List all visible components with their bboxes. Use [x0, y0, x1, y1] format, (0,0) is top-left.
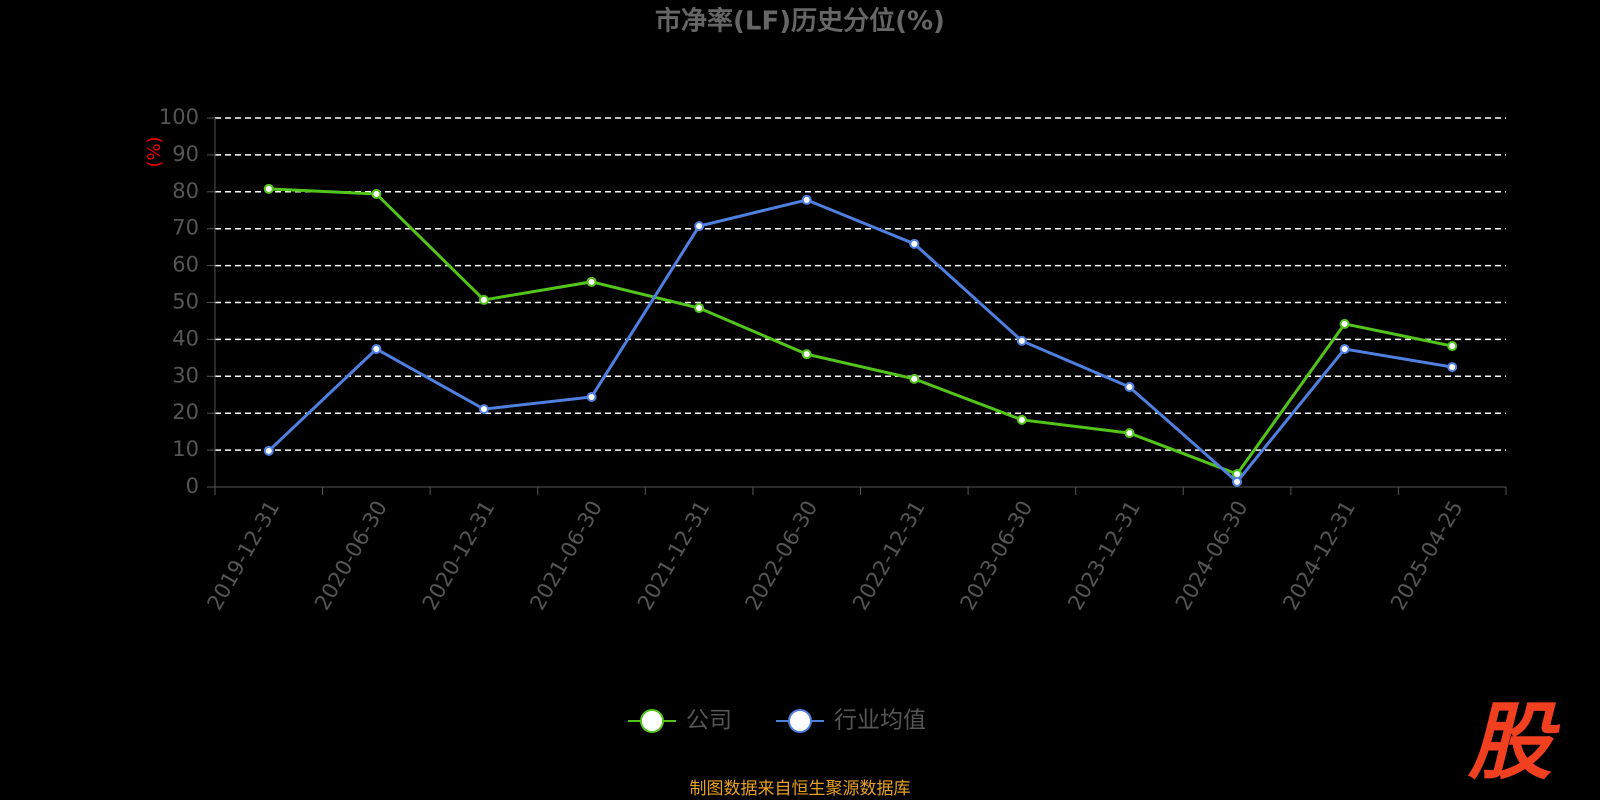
x-tick-label: 2023-06-30	[956, 497, 1038, 615]
data-point	[1447, 341, 1458, 352]
chart-title: 市净率(LF)历史分位(%)	[655, 6, 945, 37]
data-point	[263, 183, 274, 194]
y-tick-label: 100	[159, 105, 199, 129]
x-tick-label: 2022-12-31	[848, 497, 930, 615]
y-tick-label: 0	[186, 474, 199, 498]
data-point	[371, 343, 382, 354]
y-tick-label: 10	[172, 437, 199, 461]
y-tick-label: 60	[172, 253, 199, 277]
data-point	[1339, 343, 1350, 354]
x-tick-label: 2019-12-31	[203, 497, 285, 615]
legend-marker	[640, 709, 664, 733]
x-tick-label: 2020-12-31	[418, 497, 500, 615]
data-point	[1232, 476, 1243, 487]
data-point	[694, 221, 705, 232]
x-tick-label: 2021-12-31	[633, 497, 715, 615]
x-tick-label: 2020-06-30	[310, 497, 392, 615]
legend-item[interactable]: 行业均值	[776, 708, 926, 734]
legend-marker	[788, 709, 812, 733]
x-tick-label: 2023-12-31	[1063, 497, 1145, 615]
y-tick-label: 80	[172, 179, 199, 203]
data-point	[371, 189, 382, 200]
data-point	[909, 373, 920, 384]
data-point	[909, 238, 920, 249]
x-tick-label: 2025-04-25	[1386, 497, 1468, 615]
data-point	[478, 404, 489, 415]
data-point	[801, 349, 812, 360]
x-tick-label: 2022-06-30	[740, 497, 822, 615]
x-tick-label: 2021-06-30	[525, 497, 607, 615]
y-axis-label: (%)	[144, 136, 165, 167]
x-tick-label: 2024-06-30	[1171, 497, 1253, 615]
data-point	[1339, 318, 1350, 329]
legend-label: 公司	[686, 708, 732, 734]
data-point	[478, 294, 489, 305]
data-point	[1124, 382, 1135, 393]
y-tick-label: 20	[172, 400, 199, 424]
y-tick-label: 90	[172, 142, 199, 166]
series-line	[268, 187, 1453, 476]
y-tick-label: 50	[172, 290, 199, 314]
data-point	[694, 303, 705, 314]
x-tick-label: 2024-12-31	[1278, 497, 1360, 615]
data-point	[1016, 335, 1027, 346]
source-note: 制图数据来自恒生聚源数据库	[690, 779, 911, 799]
legend-item[interactable]: 公司	[628, 708, 732, 734]
data-point	[1016, 414, 1027, 425]
legend-label: 行业均值	[834, 708, 926, 734]
data-point	[1447, 362, 1458, 373]
y-tick-label: 70	[172, 216, 199, 240]
data-point	[801, 194, 812, 205]
data-point	[1124, 428, 1135, 439]
y-tick-label: 40	[172, 326, 199, 350]
data-point	[586, 276, 597, 287]
watermark: 股	[1467, 693, 1561, 791]
data-point	[263, 445, 274, 456]
series-line	[267, 198, 1453, 484]
y-tick-label: 30	[172, 363, 199, 387]
data-point	[586, 391, 597, 402]
